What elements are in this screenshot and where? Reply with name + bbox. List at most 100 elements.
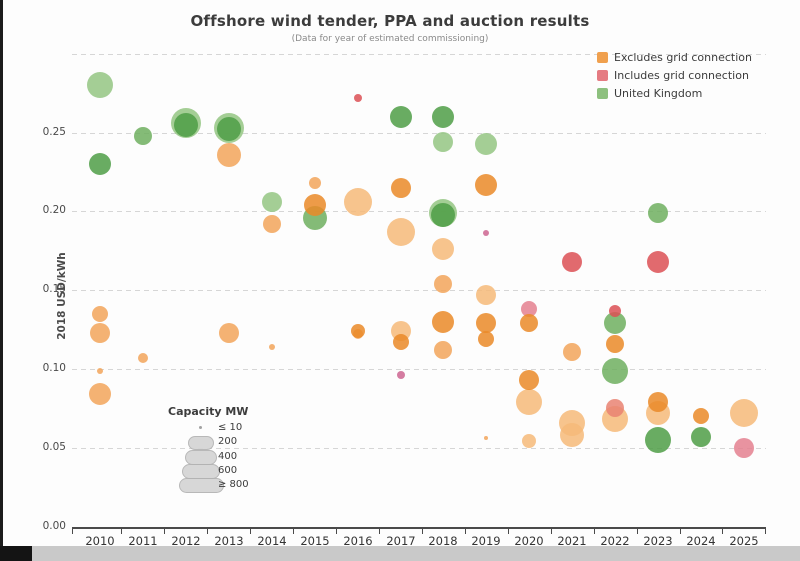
legend-item[interactable]: Excludes grid connection [597,50,752,64]
bubble-2010-ex_mid[interactable] [90,323,110,343]
bubble-2023-inc_red[interactable] [647,251,669,273]
year-label-2019: 2019 [471,534,501,548]
bubble-2019-ex_dark[interactable] [475,174,497,196]
x-tick [293,529,294,534]
legend-item[interactable]: United Kingdom [597,86,752,100]
x-tick [722,529,723,534]
bubble-2017-uk_dark[interactable] [390,106,412,128]
x-tick [551,529,552,534]
bubble-2015-ex_mid[interactable] [309,177,321,189]
bubble-2023-uk_dark[interactable] [645,427,671,453]
x-axis-line [72,527,766,529]
x-tick [637,529,638,534]
bubble-2023-uk_mid[interactable] [648,203,668,223]
bubble-2014-ex_mid[interactable] [263,215,281,233]
legend-swatch-icon [597,87,608,99]
bubble-2017-ex_dark[interactable] [391,178,411,198]
bubble-2016-ex_light[interactable] [344,188,372,216]
gridline-0.30 [72,54,766,55]
bubble-2013-ex_mid[interactable] [217,143,241,167]
bubble-2011-ex_mid[interactable] [138,353,148,363]
capacity-size-label: ≥ 800 [218,479,249,490]
bubble-2019-uk_light[interactable] [475,133,497,155]
bubble-2017-inc_magenta[interactable] [397,371,405,379]
bubble-2019-ex_light[interactable] [476,285,496,305]
bubble-2014-ex_mid[interactable] [269,344,275,350]
y-tick-label: 0.00 [42,520,66,532]
y-tick-label: 0.15 [42,283,66,295]
bubble-2018-uk_dark[interactable] [432,106,454,128]
bubble-2018-ex_mid[interactable] [434,341,452,359]
capacity-size-label: 200 [218,436,238,447]
bubble-2011-uk_mid[interactable] [134,127,152,145]
chart-subtitle: (Data for year of estimated commissionin… [291,34,489,44]
year-label-2021: 2021 [557,534,587,548]
bubble-2021-inc_red[interactable] [562,252,582,272]
bubble-2015-ex_dark[interactable] [304,194,326,216]
bubble-2019-ex_dark[interactable] [478,331,494,347]
bubble-2022-ex_dark[interactable] [606,335,624,353]
bubble-2023-ex_dark[interactable] [648,392,668,412]
bubble-2019-ex_mid[interactable] [484,436,488,440]
capacity-size-shape [199,426,202,429]
bubble-2025-inc_pink[interactable] [734,438,754,458]
gridline-0.20 [72,211,766,212]
bubble-2010-ex_mid[interactable] [89,383,111,405]
legend-item[interactable]: Includes grid connection [597,68,752,82]
year-label-2013: 2013 [214,534,244,548]
bubble-2010-ex_mid[interactable] [97,368,103,374]
x-tick [508,529,509,534]
bottom-corner-block [0,546,32,561]
year-label-2015: 2015 [300,534,330,548]
bubble-2025-ex_light[interactable] [730,399,758,427]
bubble-2022-uk_mid[interactable] [604,312,626,334]
bubble-2013-ex_mid[interactable] [219,323,239,343]
bubble-2020-ex_dark[interactable] [520,314,538,332]
bubble-2016-ex_dark[interactable] [351,324,365,338]
year-label-2020: 2020 [514,534,544,548]
bubble-2018-uk_light[interactable] [433,132,453,152]
bubble-2010-uk_light[interactable] [87,72,113,98]
bubble-2020-inc_pink[interactable] [521,301,537,317]
x-tick [164,529,165,534]
capacity-legend-title: Capacity MW [168,405,249,418]
bubble-2018-ex_light[interactable] [432,238,454,260]
bubble-2017-ex_light[interactable] [387,218,415,246]
bubble-2010-ex_mid[interactable] [92,306,108,322]
bubble-2021-ex_mid[interactable] [563,343,581,361]
x-tick [680,529,681,534]
bubble-2020-ex_dark[interactable] [519,370,539,390]
bubble-2020-ex_light[interactable] [522,434,536,448]
bubble-2019-ex_dark[interactable] [476,313,496,333]
bubble-2022-inc_salmon[interactable] [606,399,624,417]
gridline-0.15 [72,290,766,291]
y-tick-label: 0.20 [42,204,66,216]
capacity-size-shape [182,464,220,479]
bubble-2013-uk_dark[interactable] [217,117,241,141]
bubble-2014-uk_light[interactable] [262,192,282,212]
bubble-2012-uk_dark[interactable] [174,113,198,137]
bubble-2019-inc_magenta[interactable] [483,230,489,236]
bubble-2020-ex_light[interactable] [516,389,542,415]
year-label-2023: 2023 [643,534,673,548]
bubble-2022-uk_mid[interactable] [602,358,628,384]
capacity-size-label: ≤ 10 [218,422,243,433]
y-tick-label: 0.10 [42,362,66,374]
bubble-2018-uk_dark[interactable] [431,203,455,227]
bubble-2017-ex_dark[interactable] [393,334,409,350]
bubble-2024-ex_dark[interactable] [693,408,709,424]
legend-item-label: Includes grid connection [614,68,749,82]
bubble-2016-inc_red[interactable] [354,94,362,102]
year-label-2014: 2014 [257,534,287,548]
bubble-2018-ex_mid[interactable] [434,275,452,293]
year-label-2016: 2016 [343,534,373,548]
bubble-2021-ex_light[interactable] [559,410,585,436]
y-tick-label: 0.05 [42,441,66,453]
bubble-2010-uk_dark[interactable] [89,153,111,175]
gridline-0.05 [72,448,766,449]
year-label-2012: 2012 [171,534,201,548]
bubble-2024-uk_dark[interactable] [691,427,711,447]
bubble-2022-inc_red[interactable] [609,305,621,317]
bubble-2018-ex_dark[interactable] [432,311,454,333]
x-tick [594,529,595,534]
